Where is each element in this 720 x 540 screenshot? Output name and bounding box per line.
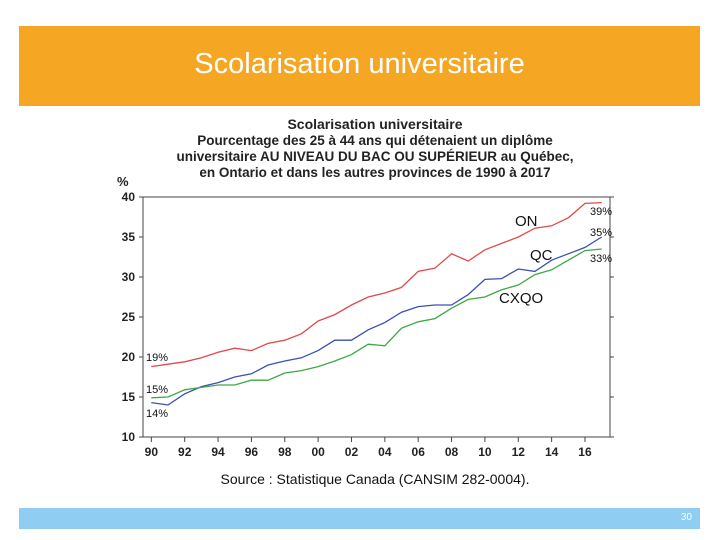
title-banner: Scolarisation universitaire [19,26,700,106]
plot-frame [142,196,611,438]
x-tick-label: 08 [445,445,459,459]
x-tick-label: 16 [578,445,592,459]
x-tick-label: 94 [211,445,225,459]
start-value-label: 19% [146,352,168,364]
x-tick-label: 14 [545,445,559,459]
y-tick-label: 25 [122,310,136,324]
series-annotation: ON [515,213,538,230]
series-line-cxqo [151,248,602,399]
x-tick-label: 90 [145,445,159,459]
x-tick-label: 92 [178,445,192,459]
page-number: 30 [680,512,692,523]
y-tick-label: 30 [122,270,136,284]
series-annotation: CXQO [499,290,543,307]
y-tick-label: 10 [122,430,136,444]
start-value-label: 14% [146,408,168,420]
y-tick-label: 35 [122,230,136,244]
x-tick-label: 02 [345,445,359,459]
x-tick-label: 04 [378,445,392,459]
footer-bar: 30 [19,508,700,529]
chart-title-block: Scolarisation universitaire Pourcentage … [130,116,620,181]
chart-subtitle-line-3: en Ontario et dans les autres provinces … [199,165,551,180]
x-tick-label: 06 [412,445,426,459]
end-value-label: 33% [590,253,612,265]
series-line-qc [151,236,603,406]
chart-subtitle-line-2: universitaire AU NIVEAU DU BAC OU SUPÉRI… [176,149,574,164]
start-value-label: 15% [146,384,168,396]
chart-subtitle-line-1: Pourcentage des 25 à 44 ans qui détenaie… [197,133,553,148]
y-tick-label: 15 [122,390,136,404]
end-value-label: 39% [590,206,612,218]
chart-source: Source : Statistique Canada (CANSIM 282-… [220,471,530,487]
slide-title: Scolarisation universitaire [194,48,525,80]
series-annotation: QC [530,247,553,264]
series-line-on [151,201,602,368]
y-tick-label: 40 [122,190,136,204]
y-tick-label: 20 [122,350,136,364]
x-tick-label: 00 [311,445,325,459]
x-tick-label: 12 [512,445,526,459]
x-tick-label: 96 [245,445,259,459]
chart-title: Scolarisation universitaire [287,116,463,132]
x-tick-label: 98 [278,445,292,459]
end-value-label: 35% [590,227,612,239]
y-axis-label: % [117,174,129,189]
x-tick-label: 10 [478,445,492,459]
